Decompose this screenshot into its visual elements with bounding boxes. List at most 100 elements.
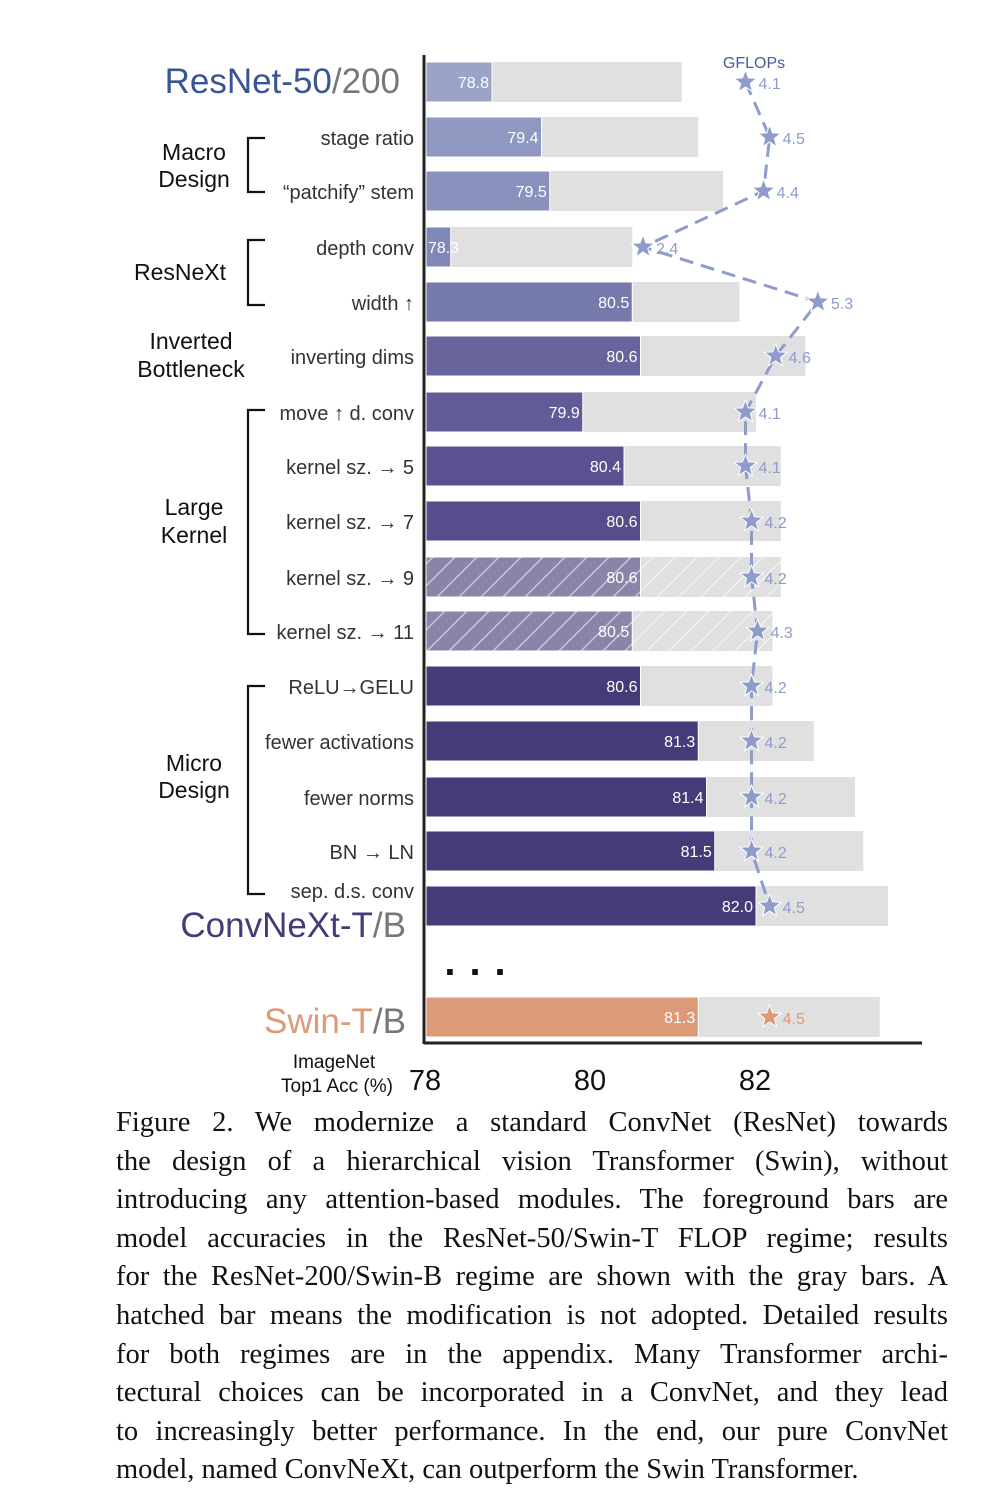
x-tick-82: 82 bbox=[739, 1065, 771, 1097]
gflops-value-label: 4.5 bbox=[783, 900, 805, 917]
hatch-overlay bbox=[640, 557, 781, 597]
bracket-macro-design bbox=[246, 136, 265, 194]
accuracy-bar bbox=[425, 720, 699, 762]
accuracy-bar bbox=[425, 116, 542, 158]
accuracy-bar bbox=[425, 830, 716, 872]
gflops-value-label: 4.1 bbox=[759, 406, 781, 423]
gflops-label: GFLOPs bbox=[723, 55, 785, 72]
gflops-star-marker bbox=[756, 123, 783, 148]
gflops-value-label: 4.1 bbox=[759, 460, 781, 477]
gflops-star-marker bbox=[738, 507, 765, 532]
row-label: BN → LN bbox=[330, 842, 414, 864]
x-axis-label-line1: ImageNet bbox=[293, 1052, 376, 1073]
accuracy-bar bbox=[425, 61, 493, 103]
caption-line: for the ResNet-200/Swin-B regime are sho… bbox=[116, 1261, 948, 1293]
accuracy-bar bbox=[425, 170, 551, 212]
gflops-value-label: 4.2 bbox=[765, 791, 787, 808]
x-tick-80: 80 bbox=[574, 1065, 606, 1097]
caption-line: tectural choices can be incorporated in … bbox=[116, 1377, 948, 1409]
bar-value-label: 81.5 bbox=[681, 844, 712, 861]
bar-value-label: 81.3 bbox=[664, 734, 695, 751]
gflops-value-label: 4.4 bbox=[777, 185, 799, 202]
bar-value-label: 80.6 bbox=[606, 349, 637, 366]
accuracy-bar bbox=[425, 776, 707, 818]
row-label: inverting dims bbox=[291, 347, 414, 369]
gflops-value-label: 5.3 bbox=[831, 296, 853, 313]
gflops-value-label: 4.2 bbox=[765, 515, 787, 532]
caption-line: model accuracies in the ResNet-50/Swin-T… bbox=[116, 1222, 948, 1254]
row-label: width ↑ bbox=[351, 293, 414, 315]
gflops-value-label: 4.5 bbox=[783, 131, 805, 148]
bar-value-label: 80.6 bbox=[606, 514, 637, 531]
gflops-value-label: 4.3 bbox=[771, 625, 793, 642]
accuracy-bar bbox=[425, 226, 452, 268]
model-title-resnet: ResNet-50/200 bbox=[165, 62, 400, 101]
gflops-star-marker bbox=[738, 563, 765, 588]
row-label: move ↑ d. conv bbox=[279, 403, 414, 425]
row-label: stage ratio bbox=[321, 128, 414, 150]
bracket-large-kernel bbox=[246, 408, 265, 636]
gflops-star-marker bbox=[732, 452, 759, 477]
caption-line: to increasingly better performance. In t… bbox=[116, 1415, 948, 1447]
row-label: kernel sz. → 9 bbox=[286, 568, 414, 590]
bar-value-label: 80.4 bbox=[590, 459, 621, 476]
row-label: kernel sz. → 5 bbox=[286, 457, 414, 479]
row-label: kernel sz. → 7 bbox=[286, 512, 414, 534]
gflops-star-marker bbox=[738, 727, 765, 752]
bar-value-label: 80.6 bbox=[606, 570, 637, 587]
group-label-micro-design: Micro Design bbox=[158, 750, 230, 803]
gflops-star-marker bbox=[756, 1003, 783, 1028]
accuracy-bar bbox=[425, 445, 625, 487]
gflops-star-marker bbox=[762, 342, 789, 367]
gflops-star-marker bbox=[738, 837, 765, 862]
gflops-star-marker bbox=[805, 288, 831, 313]
bar-value-label: 82.0 bbox=[722, 899, 753, 916]
bracket-micro-design bbox=[246, 684, 265, 896]
hatch-overlay bbox=[632, 611, 773, 651]
gflops-star-marker bbox=[750, 177, 777, 202]
hatch-pattern bbox=[426, 557, 641, 597]
model-title-swin: Swin-T/B bbox=[264, 1002, 406, 1041]
group-label-inverted-bottleneck: Inverted Bottleneck bbox=[137, 328, 245, 382]
bar-value-label: 79.9 bbox=[549, 405, 580, 422]
gflops-value-label: 2.4 bbox=[656, 241, 678, 258]
row-label: fewer norms bbox=[304, 788, 414, 810]
bar-value-label: 80.5 bbox=[598, 624, 629, 641]
gflops-star-marker bbox=[744, 617, 771, 642]
caption-line: model, named ConvNeXt, can outperform th… bbox=[116, 1454, 859, 1486]
group-label-macro-design: Macro Design bbox=[158, 139, 230, 192]
bar-value-label: 80.6 bbox=[606, 679, 637, 696]
accuracy-bar bbox=[425, 996, 699, 1038]
bar-value-label: 81.4 bbox=[672, 790, 703, 807]
row-label: kernel sz. → 11 bbox=[277, 622, 414, 644]
caption-line: for both regimes are in the appendix. Ma… bbox=[116, 1338, 948, 1370]
group-label-large-kernel: Large Kernel bbox=[161, 494, 227, 548]
bar-value-label: 81.3 bbox=[664, 1010, 695, 1027]
group-label-resnext: ResNeXt bbox=[134, 259, 227, 285]
bar-value-label: 80.5 bbox=[598, 295, 629, 312]
accuracy-bar bbox=[425, 281, 633, 323]
accuracy-bar bbox=[425, 391, 584, 433]
bar-value-label: 78.3 bbox=[428, 240, 459, 257]
gflops-value-label: 4.2 bbox=[765, 571, 787, 588]
model-title-convnext: ConvNeXt-T/B bbox=[180, 906, 406, 945]
row-label: sep. d.s. conv bbox=[291, 881, 414, 903]
figure-caption: Figure 2. We modernize a standard ConvNe… bbox=[116, 1104, 948, 1490]
accuracy-bar bbox=[425, 335, 641, 377]
row-label: fewer activations bbox=[265, 732, 414, 754]
gflops-value-label: 4.5 bbox=[783, 1011, 805, 1028]
gflops-line bbox=[638, 81, 821, 907]
bar-value-label: 79.4 bbox=[507, 130, 538, 147]
hatch-pattern bbox=[426, 611, 633, 651]
gflops-value-label: 4.2 bbox=[765, 845, 787, 862]
ellipsis: ... bbox=[444, 940, 519, 984]
x-axis-label-line2: Top1 Acc (%) bbox=[281, 1076, 393, 1097]
gflops-value-label: 4.6 bbox=[789, 350, 811, 367]
row-label: “patchify” stem bbox=[283, 182, 414, 204]
gflops-star-marker bbox=[738, 672, 765, 697]
bracket-resnext bbox=[246, 238, 265, 307]
gray-bar bbox=[426, 227, 633, 267]
accuracy-bar bbox=[425, 665, 641, 707]
x-tick-78: 78 bbox=[409, 1065, 441, 1097]
gflops-star-marker bbox=[732, 68, 759, 93]
